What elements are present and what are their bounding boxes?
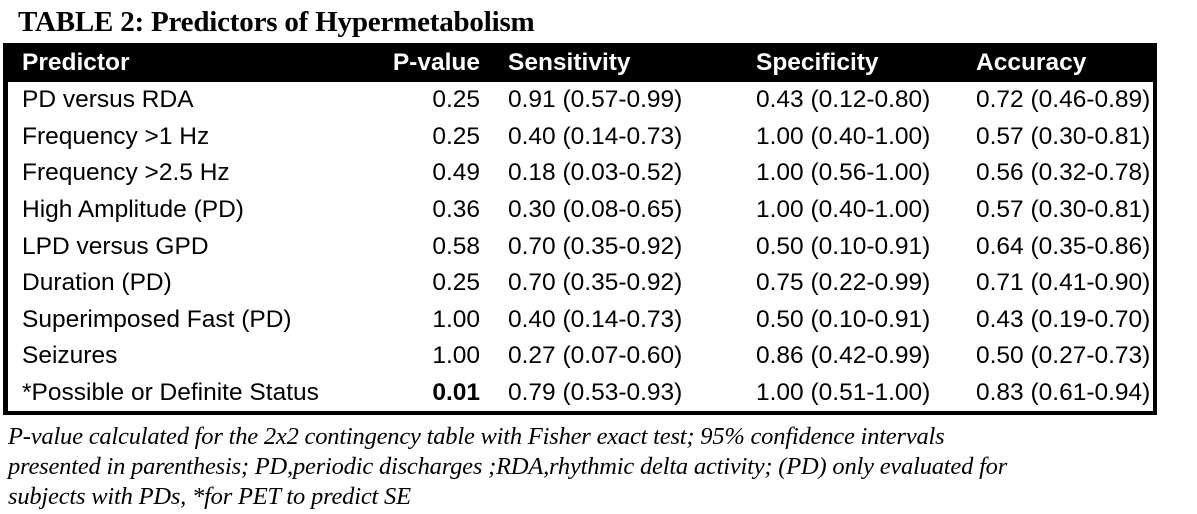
p-value-cell: 0.25 bbox=[432, 122, 480, 150]
footnote-line: P-value calculated for the 2x2 contingen… bbox=[8, 423, 945, 451]
table-row: Duration (PD) 0.25 0.70 (0.35-0.92) 0.75… bbox=[8, 265, 1153, 302]
predictor-cell: Seizures bbox=[22, 342, 118, 370]
specificity-cell: 1.00 (0.40-1.00) bbox=[756, 196, 931, 224]
predictor-cell: *Possible or Definite Status bbox=[22, 379, 319, 407]
specificity-cell: 0.50 (0.10-0.91) bbox=[756, 305, 931, 333]
table-row: *Possible or Definite Status 0.01 0.79 (… bbox=[8, 375, 1153, 412]
specificity-cell: 0.86 (0.42-0.99) bbox=[756, 342, 931, 370]
accuracy-cell: 0.83 (0.61-0.94) bbox=[976, 379, 1151, 407]
table-frame: Predictor P-value Sensitivity Specificit… bbox=[3, 43, 1157, 416]
table-row: Superimposed Fast (PD) 1.00 0.40 (0.14-0… bbox=[8, 302, 1153, 339]
table-footnote: P-value calculated for the 2x2 contingen… bbox=[0, 415, 1197, 512]
accuracy-cell: 0.50 (0.27-0.73) bbox=[976, 342, 1151, 370]
p-value-cell: 0.25 bbox=[432, 269, 480, 297]
specificity-cell: 1.00 (0.51-1.00) bbox=[756, 379, 931, 407]
specificity-cell: 0.43 (0.12-0.80) bbox=[756, 86, 931, 114]
predictors-table: Predictor P-value Sensitivity Specificit… bbox=[8, 43, 1153, 411]
table-row: High Amplitude (PD) 0.36 0.30 (0.08-0.65… bbox=[8, 192, 1153, 229]
column-header-p-value: P-value bbox=[380, 43, 480, 82]
table-row: LPD versus GPD 0.58 0.70 (0.35-0.92) 0.5… bbox=[8, 228, 1153, 265]
column-header-sensitivity: Sensitivity bbox=[480, 43, 728, 82]
specificity-cell: 0.75 (0.22-0.99) bbox=[756, 269, 931, 297]
sensitivity-cell: 0.30 (0.08-0.65) bbox=[508, 196, 683, 224]
accuracy-cell: 0.71 (0.41-0.90) bbox=[976, 269, 1151, 297]
p-value-cell: 1.00 bbox=[432, 342, 480, 370]
specificity-cell: 1.00 (0.56-1.00) bbox=[756, 159, 931, 187]
footnote-line: presented in parenthesis; PD,periodic di… bbox=[8, 453, 1008, 481]
column-header-predictor: Predictor bbox=[8, 43, 380, 82]
column-header-accuracy: Accuracy bbox=[948, 43, 1153, 82]
p-value-cell: 0.58 bbox=[432, 232, 480, 260]
predictor-cell: Frequency >1 Hz bbox=[22, 122, 210, 150]
accuracy-cell: 0.56 (0.32-0.78) bbox=[976, 159, 1151, 187]
predictor-cell: Superimposed Fast (PD) bbox=[22, 305, 292, 333]
accuracy-cell: 0.43 (0.19-0.70) bbox=[976, 305, 1151, 333]
footnote-line: subjects with PDs, *for PET to predict S… bbox=[8, 483, 411, 511]
table-header-row: Predictor P-value Sensitivity Specificit… bbox=[8, 43, 1153, 82]
sensitivity-cell: 0.27 (0.07-0.60) bbox=[508, 342, 683, 370]
predictor-cell: LPD versus GPD bbox=[22, 232, 209, 260]
p-value-cell: 0.49 bbox=[432, 159, 480, 187]
sensitivity-cell: 0.18 (0.03-0.52) bbox=[508, 159, 683, 187]
table-row: Frequency >1 Hz 0.25 0.40 (0.14-0.73) 1.… bbox=[8, 119, 1153, 156]
accuracy-cell: 0.57 (0.30-0.81) bbox=[976, 196, 1151, 224]
p-value-cell: 0.01 bbox=[432, 379, 480, 407]
table-row: Frequency >2.5 Hz 0.49 0.18 (0.03-0.52) … bbox=[8, 155, 1153, 192]
predictor-cell: PD versus RDA bbox=[22, 86, 194, 114]
sensitivity-cell: 0.40 (0.14-0.73) bbox=[508, 305, 683, 333]
table-row: Seizures 1.00 0.27 (0.07-0.60) 0.86 (0.4… bbox=[8, 338, 1153, 375]
sensitivity-cell: 0.70 (0.35-0.92) bbox=[508, 269, 683, 297]
predictor-cell: High Amplitude (PD) bbox=[22, 196, 244, 224]
column-header-specificity: Specificity bbox=[728, 43, 948, 82]
accuracy-cell: 0.64 (0.35-0.86) bbox=[976, 232, 1151, 260]
sensitivity-cell: 0.40 (0.14-0.73) bbox=[508, 122, 683, 150]
accuracy-cell: 0.57 (0.30-0.81) bbox=[976, 122, 1151, 150]
p-value-cell: 1.00 bbox=[432, 305, 480, 333]
sensitivity-cell: 0.91 (0.57-0.99) bbox=[508, 86, 683, 114]
sensitivity-cell: 0.70 (0.35-0.92) bbox=[508, 232, 683, 260]
sensitivity-cell: 0.79 (0.53-0.93) bbox=[508, 379, 683, 407]
p-value-cell: 0.36 bbox=[432, 196, 480, 224]
table-row: PD versus RDA 0.25 0.91 (0.57-0.99) 0.43… bbox=[8, 82, 1153, 119]
p-value-cell: 0.25 bbox=[432, 86, 480, 114]
predictor-cell: Duration (PD) bbox=[22, 269, 172, 297]
specificity-cell: 0.50 (0.10-0.91) bbox=[756, 232, 931, 260]
table-title: TABLE 2: Predictors of Hypermetabolism bbox=[18, 6, 535, 38]
predictor-cell: Frequency >2.5 Hz bbox=[22, 159, 230, 187]
specificity-cell: 1.00 (0.40-1.00) bbox=[756, 122, 931, 150]
accuracy-cell: 0.72 (0.46-0.89) bbox=[976, 86, 1151, 114]
